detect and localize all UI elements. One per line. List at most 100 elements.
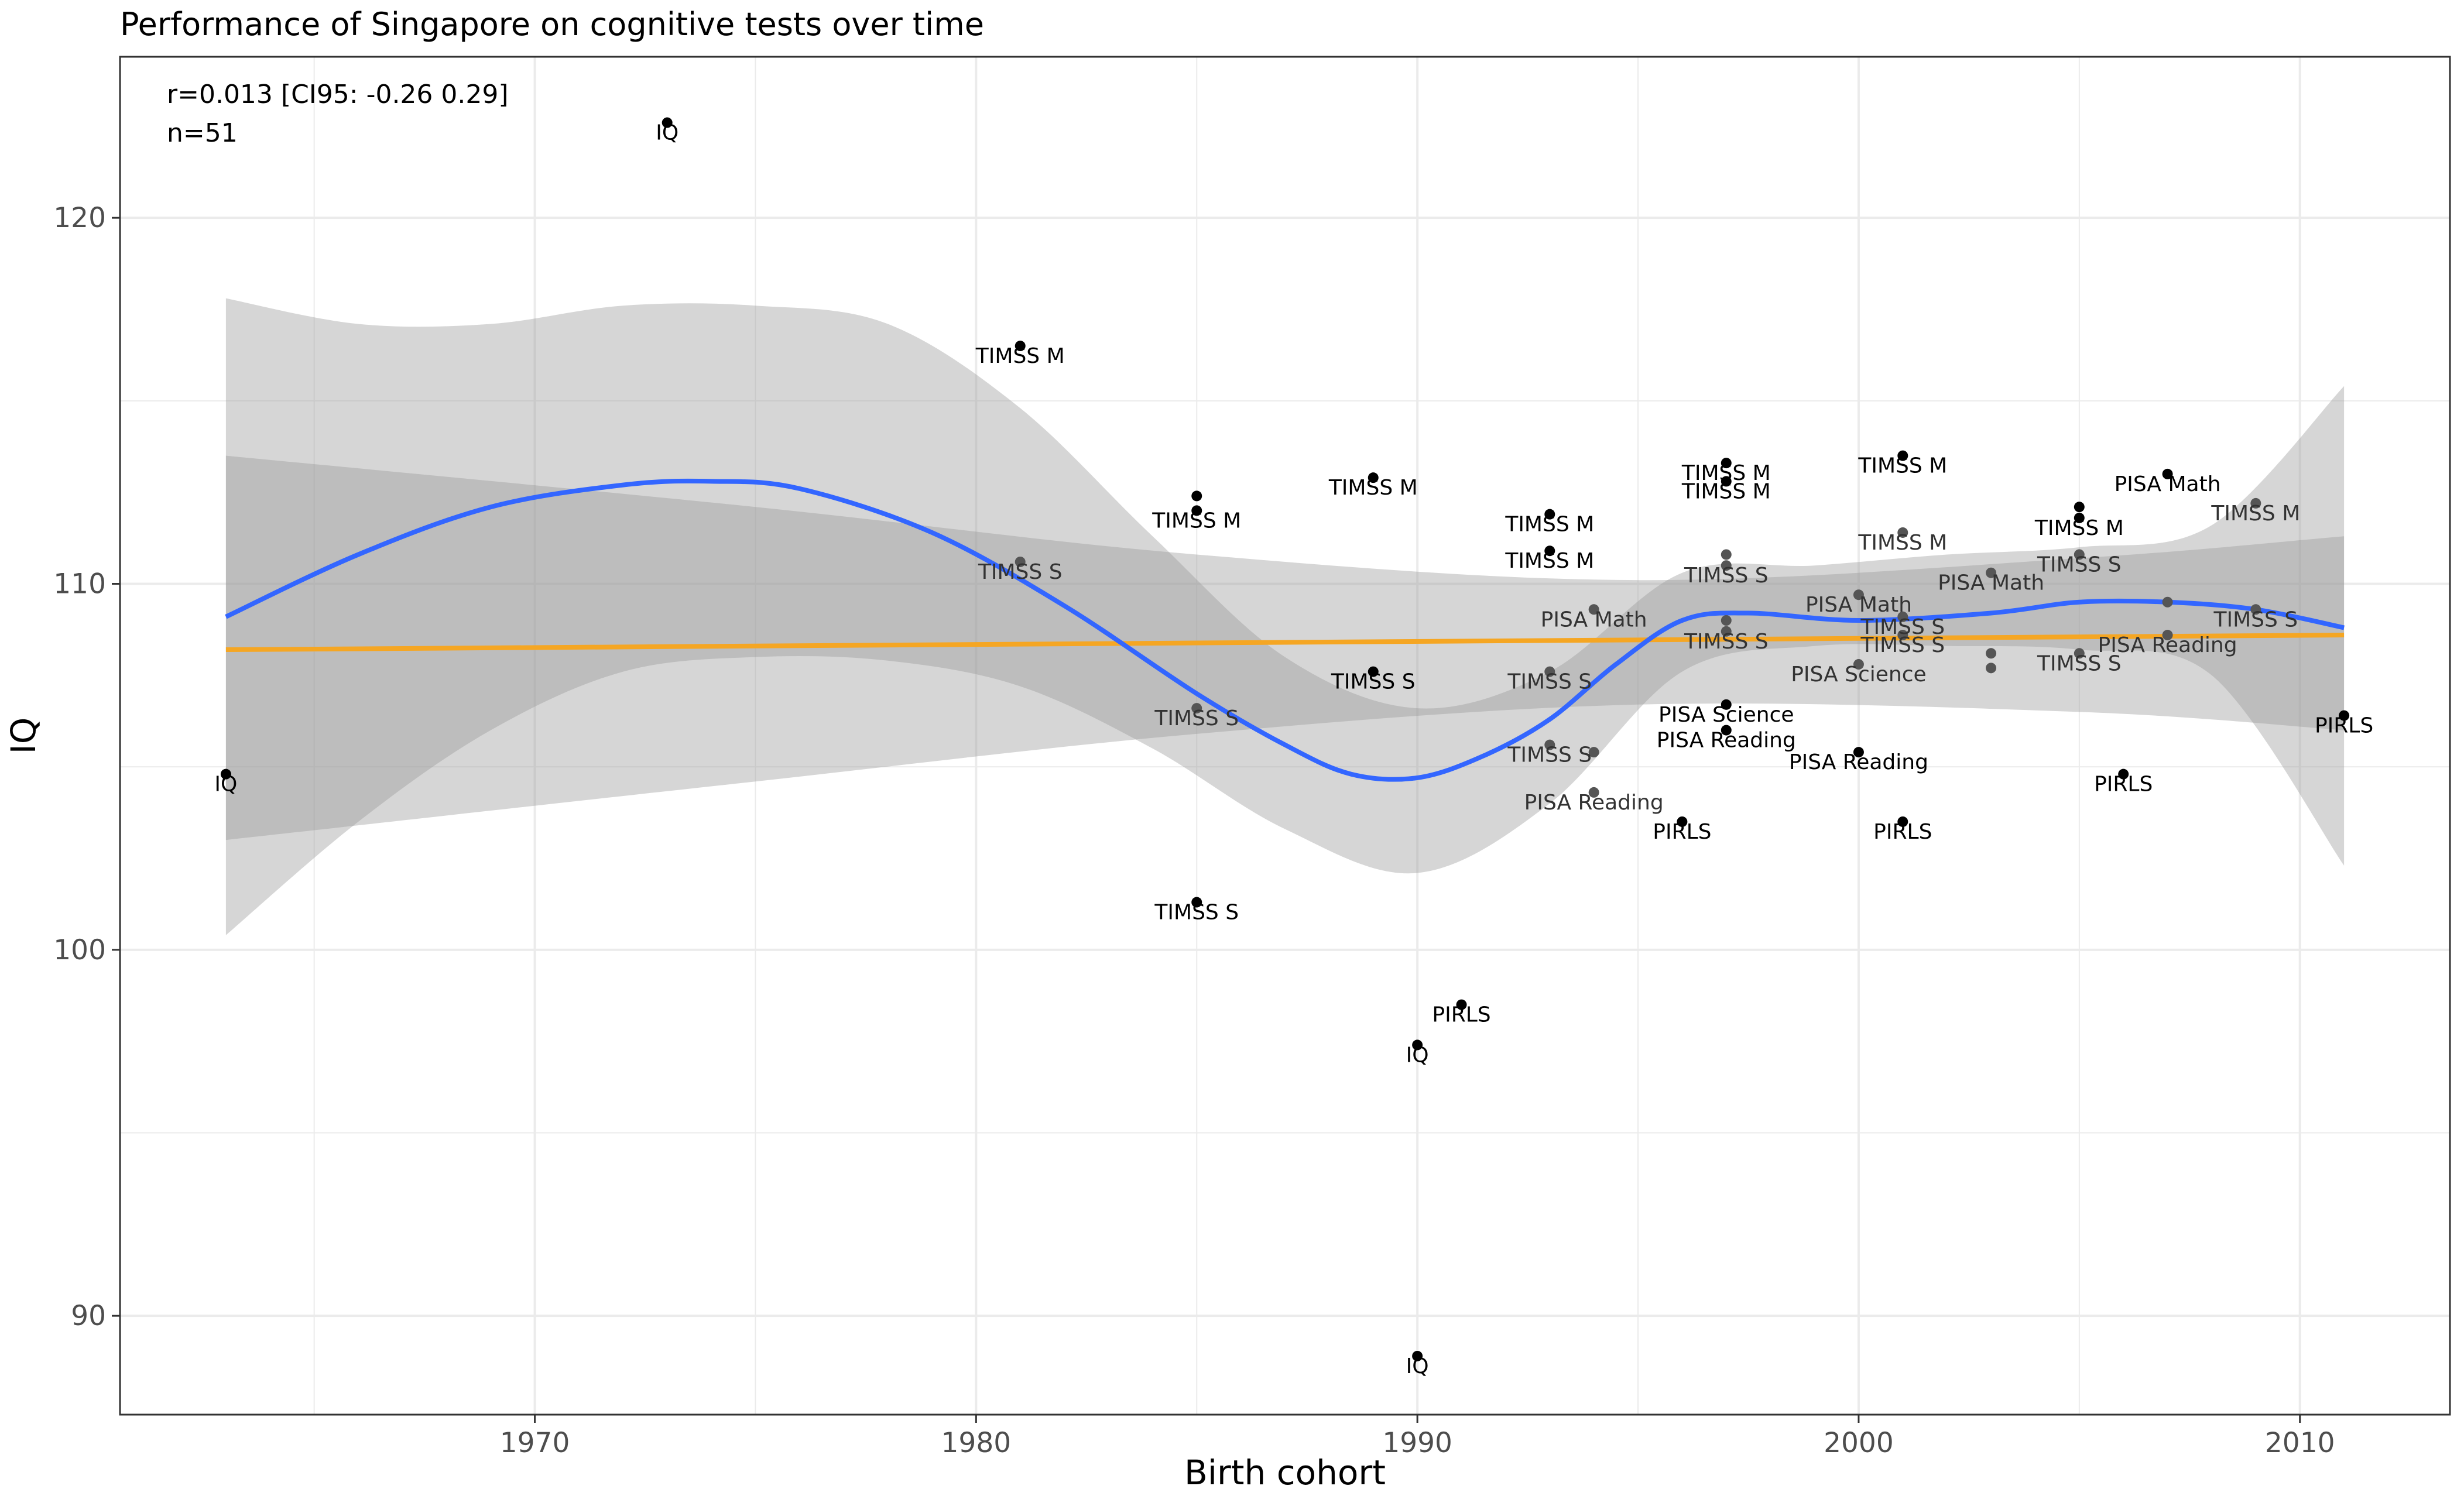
point-label: TIMSS S: [2213, 608, 2298, 632]
data-point: [1986, 663, 1997, 674]
point-label: IQ: [1406, 1043, 1429, 1067]
point-label: TIMSS S: [1860, 633, 1945, 657]
data-point: [1368, 666, 1379, 677]
point-label: PIRLS: [1653, 820, 1711, 844]
data-point: [1721, 560, 1732, 571]
data-point: [2250, 497, 2261, 509]
point-label: TIMSS M: [1505, 513, 1594, 537]
data-point: [1897, 527, 1908, 538]
point-label: TIMSS M: [1858, 454, 1947, 478]
data-point: [1368, 472, 1379, 483]
data-point: [662, 117, 673, 128]
point-label: TIMSS S: [1684, 564, 1769, 588]
data-point: [1191, 703, 1202, 714]
data-point: [1721, 458, 1732, 469]
data-point: [2074, 648, 2085, 659]
data-point: [2162, 596, 2173, 608]
correlation-annotation: r=0.013 [CI95: -0.26 0.29]: [167, 80, 509, 109]
data-point: [2339, 710, 2350, 721]
data-point: [1544, 739, 1555, 750]
point-label: TIMSS M: [2034, 516, 2124, 540]
point-label: TIMSS S: [978, 560, 1063, 584]
point-label: TIMSS M: [1681, 479, 1771, 503]
point-label: PISA Science: [1658, 703, 1794, 727]
point-label: TIMSS S: [1507, 743, 1592, 767]
data-point: [1897, 450, 1908, 461]
point-label: TIMSS M: [1152, 509, 1241, 533]
data-point: [1015, 341, 1026, 352]
data-point: [1544, 666, 1555, 677]
point-label: TIMSS S: [2037, 651, 2122, 675]
data-point: [2074, 549, 2085, 560]
y-tick-label: 90: [71, 1300, 106, 1332]
data-point: [2250, 604, 2261, 615]
gridlines: [120, 57, 2450, 1415]
x-tick-label: 1990: [1382, 1427, 1452, 1459]
data-point: [1412, 1350, 1423, 1361]
x-tick-label: 1980: [941, 1427, 1012, 1459]
point-label: PISA Science: [1791, 663, 1926, 687]
data-point: [1191, 490, 1202, 502]
point-label: TIMSS S: [1331, 670, 1416, 694]
point-label: PIRLS: [1432, 1003, 1490, 1027]
point-label: PISA Reading: [1657, 729, 1796, 753]
data-point: [2162, 468, 2173, 479]
point-label: PISA Math: [1938, 571, 2044, 595]
point-label: PIRLS: [2094, 773, 2153, 797]
data-point: [1853, 589, 1864, 600]
data-point: [1986, 648, 1997, 659]
point-label: TIMSS S: [1860, 615, 1945, 639]
data-point: [2118, 768, 2129, 780]
point-label: PISA Math: [2115, 472, 2221, 496]
data-point: [1544, 545, 1555, 557]
data-point: [1721, 476, 1732, 487]
data-point: [1853, 659, 1864, 670]
point-label: TIMSS M: [2211, 502, 2300, 526]
point-label: PISA Reading: [1789, 750, 1928, 774]
data-point: [2074, 502, 2085, 513]
data-point: [1412, 1039, 1423, 1051]
data-point: [2162, 630, 2173, 641]
data-point: [1588, 787, 1599, 798]
point-label: TIMSS S: [2037, 553, 2122, 577]
data-point: [1721, 549, 1732, 560]
x-tick-label: 2010: [2265, 1427, 2335, 1459]
data-point: [220, 768, 231, 780]
chart-title: Performance of Singapore on cognitive te…: [120, 6, 984, 43]
data-point: [1456, 999, 1467, 1010]
plot-panel: [120, 57, 2450, 1415]
point-label: PISA Math: [1541, 608, 1647, 632]
data-point: [1721, 725, 1732, 736]
point-label: IQ: [1406, 1354, 1429, 1378]
smooth-confidence-band: [225, 298, 2345, 935]
data-point: [1015, 556, 1026, 567]
data-point: [1853, 747, 1864, 758]
point-label: PIRLS: [2315, 714, 2373, 738]
point-label: TIMSS M: [1505, 549, 1594, 573]
n-annotation: n=51: [167, 118, 238, 148]
point-label: TIMSS M: [1328, 476, 1418, 500]
point-label: TIMSS S: [1154, 706, 1239, 730]
point-label: TIMSS S: [1154, 901, 1239, 925]
point-label: PISA Reading: [2098, 633, 2237, 657]
data-point: [1544, 509, 1555, 520]
data-point: [1677, 816, 1688, 827]
point-label: TIMSS M: [1858, 531, 1947, 555]
data-point: [1721, 626, 1732, 637]
y-tick-label: 110: [53, 568, 106, 600]
point-label: IQ: [214, 773, 237, 797]
point-label: TIMSS M: [1681, 461, 1771, 485]
y-axis-title: IQ: [4, 718, 43, 754]
data-point: [1721, 615, 1732, 626]
data-point: [1588, 604, 1599, 615]
point-label: TIMSS S: [1507, 670, 1592, 694]
linear-confidence-band: [225, 455, 2345, 840]
data-point: [1986, 567, 1997, 578]
data-point: [1897, 611, 1908, 622]
data-point: [1191, 505, 1202, 516]
point-label: PISA Math: [1805, 593, 1912, 617]
axis-ticks: 1970 1980 1990 2000 2010 90 100 110 120: [53, 202, 2335, 1459]
x-tick-label: 2000: [1824, 1427, 1894, 1459]
